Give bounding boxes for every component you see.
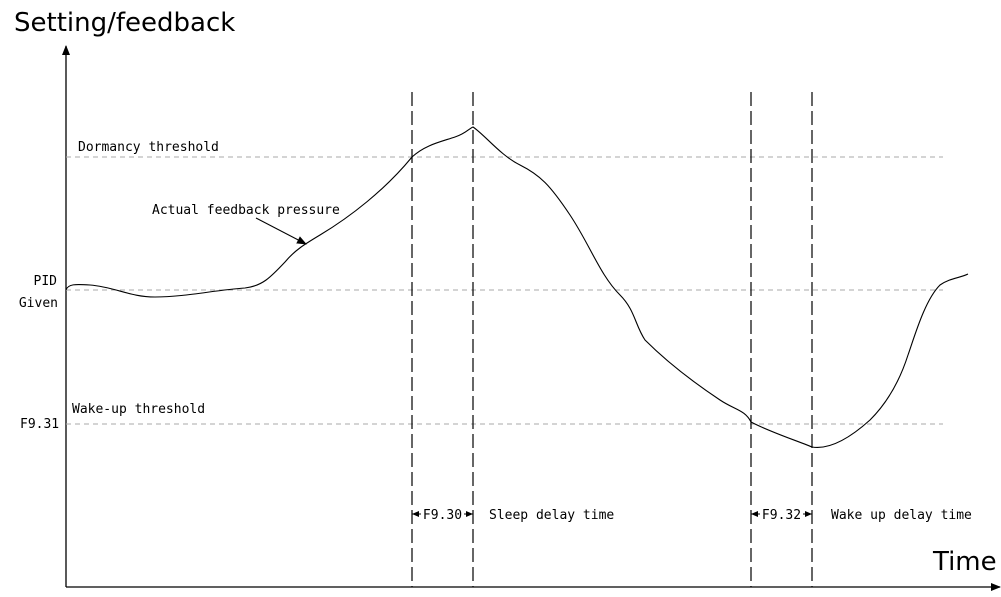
wake-delay-label: Wake up delay time <box>831 508 972 523</box>
pid-label-line2: Given <box>19 296 58 311</box>
curve-label: Actual feedback pressure <box>152 203 340 218</box>
wakeup-threshold-label: Wake-up threshold <box>72 402 205 417</box>
dormancy-threshold-label: Dormancy threshold <box>78 140 219 155</box>
curve-pointer-arrow <box>255 217 307 245</box>
wake-param-label: F9.32 <box>762 508 801 523</box>
y-axis-label: Setting/feedback <box>14 8 235 38</box>
x-axis-label: Time <box>932 547 997 577</box>
feedback-curve <box>65 126 969 449</box>
sleep-param-label: F9.30 <box>423 508 462 523</box>
wakeup-param-label: F9.31 <box>20 417 59 432</box>
pid-label-line1: PID <box>34 274 58 289</box>
sleep-delay-label: Sleep delay time <box>489 508 614 523</box>
